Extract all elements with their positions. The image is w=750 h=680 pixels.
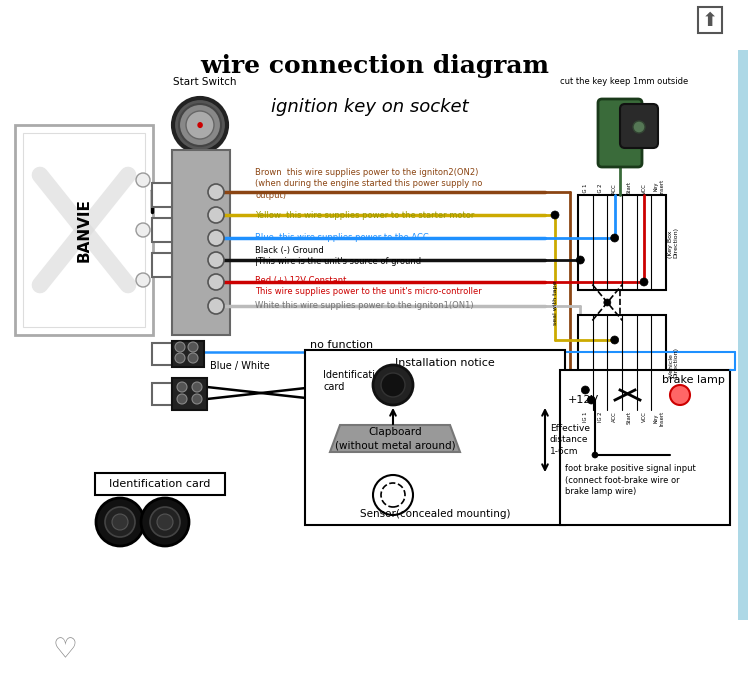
- FancyBboxPatch shape: [598, 99, 642, 167]
- Circle shape: [551, 211, 559, 219]
- Text: Start: Start: [627, 181, 632, 194]
- Bar: [152, 253, 172, 277]
- Circle shape: [581, 386, 590, 394]
- Text: brake lamp: brake lamp: [662, 375, 725, 385]
- FancyBboxPatch shape: [620, 104, 658, 148]
- Text: Key
Insert: Key Insert: [653, 411, 664, 426]
- Circle shape: [604, 299, 610, 306]
- Circle shape: [150, 507, 180, 537]
- Circle shape: [136, 273, 150, 287]
- Circle shape: [179, 104, 221, 146]
- Text: ♡: ♡: [53, 636, 77, 664]
- Circle shape: [381, 373, 405, 397]
- Bar: [738, 50, 748, 620]
- Circle shape: [112, 514, 128, 530]
- Text: Blue / White: Blue / White: [210, 361, 270, 371]
- Circle shape: [188, 353, 198, 363]
- Circle shape: [96, 498, 144, 546]
- Circle shape: [175, 342, 185, 352]
- Circle shape: [105, 507, 135, 537]
- Text: wire connection diagram: wire connection diagram: [200, 54, 550, 78]
- Text: ⬤: ⬤: [197, 122, 203, 128]
- Text: Brown  this wire supplies power to the igniton2(ON2)
(when during the engine sta: Brown this wire supplies power to the ig…: [255, 168, 482, 200]
- Text: cut the key keep 1mm outside: cut the key keep 1mm outside: [560, 78, 688, 86]
- Circle shape: [177, 382, 187, 392]
- Text: foot brake positive signal input
(connect foot-brake wire or
brake lamp wire): foot brake positive signal input (connec…: [565, 464, 696, 496]
- Polygon shape: [330, 425, 460, 452]
- Circle shape: [381, 483, 405, 507]
- Circle shape: [576, 256, 584, 264]
- Text: VCC: VCC: [641, 411, 646, 422]
- Text: seal with tape: seal with tape: [554, 280, 559, 324]
- Circle shape: [192, 382, 202, 392]
- Text: no function: no function: [310, 340, 374, 350]
- Circle shape: [208, 230, 224, 246]
- Text: IG 2: IG 2: [598, 184, 602, 194]
- Text: IG 1: IG 1: [583, 411, 588, 422]
- Bar: [305, 350, 565, 525]
- Bar: [152, 218, 172, 242]
- Text: Sensor(concealed mounting): Sensor(concealed mounting): [360, 509, 510, 519]
- Text: VCC: VCC: [641, 183, 646, 194]
- Text: ⬆: ⬆: [702, 10, 718, 29]
- Circle shape: [188, 342, 198, 352]
- Circle shape: [587, 396, 596, 404]
- Text: Start Switch: Start Switch: [173, 77, 237, 87]
- Bar: [172, 150, 230, 335]
- Circle shape: [670, 385, 690, 405]
- Circle shape: [208, 252, 224, 268]
- Text: IG 2: IG 2: [598, 411, 602, 422]
- Circle shape: [177, 394, 187, 404]
- Circle shape: [610, 336, 619, 344]
- Circle shape: [373, 475, 413, 515]
- Text: Red (+) 12V Constant
This wire supplies power to the unit's micro-controller: Red (+) 12V Constant This wire supplies …: [255, 276, 482, 296]
- Bar: [560, 370, 730, 525]
- Circle shape: [373, 365, 413, 405]
- Text: ACC: ACC: [612, 183, 617, 194]
- Circle shape: [175, 353, 185, 363]
- Circle shape: [208, 274, 224, 290]
- Text: ACC: ACC: [612, 411, 617, 422]
- Text: Start: Start: [627, 411, 632, 424]
- Circle shape: [640, 278, 648, 286]
- Bar: [15, 125, 153, 335]
- Text: Yellow  this wire supplies power to the starter motor: Yellow this wire supplies power to the s…: [255, 211, 474, 220]
- Text: (Vehicle
Direction): (Vehicle Direction): [668, 347, 679, 378]
- Bar: [172, 341, 204, 367]
- Text: Identification
card: Identification card: [323, 370, 387, 392]
- Text: Effective
distance
1-6cm: Effective distance 1-6cm: [550, 424, 590, 456]
- Text: ignition key on socket: ignition key on socket: [272, 98, 469, 116]
- Circle shape: [157, 514, 173, 530]
- Circle shape: [208, 207, 224, 223]
- Text: White this wire supplies power to the igniton1(ON1): White this wire supplies power to the ig…: [255, 301, 474, 311]
- Circle shape: [141, 498, 189, 546]
- Circle shape: [208, 298, 224, 314]
- Circle shape: [136, 173, 150, 187]
- Circle shape: [592, 452, 598, 458]
- Circle shape: [610, 234, 619, 242]
- Text: (Key Box
Direction): (Key Box Direction): [668, 227, 679, 258]
- Circle shape: [186, 111, 214, 139]
- Bar: [152, 383, 172, 405]
- Circle shape: [192, 394, 202, 404]
- Text: Installation notice: Installation notice: [395, 358, 495, 368]
- Circle shape: [208, 184, 224, 200]
- Text: Clapboard
(without metal around): Clapboard (without metal around): [334, 428, 455, 451]
- Text: IG 1: IG 1: [583, 184, 588, 194]
- Text: BANVIE: BANVIE: [76, 198, 92, 262]
- Text: Identification card: Identification card: [110, 479, 211, 489]
- Text: +12V: +12V: [568, 395, 599, 405]
- Text: Blue  this wire supplies power to the ACC: Blue this wire supplies power to the ACC: [255, 233, 429, 243]
- Circle shape: [136, 223, 150, 237]
- Text: Black (-) Ground
|This wire is the unit's source of ground: Black (-) Ground |This wire is the unit'…: [255, 245, 422, 267]
- Circle shape: [633, 121, 645, 133]
- Bar: [152, 343, 172, 365]
- Bar: [578, 195, 666, 290]
- Bar: [152, 183, 172, 207]
- Circle shape: [173, 98, 227, 152]
- Bar: [95, 473, 225, 495]
- Bar: [172, 378, 207, 410]
- Bar: [578, 315, 666, 410]
- Text: Key
Insert: Key Insert: [653, 179, 664, 194]
- Bar: [23, 133, 145, 327]
